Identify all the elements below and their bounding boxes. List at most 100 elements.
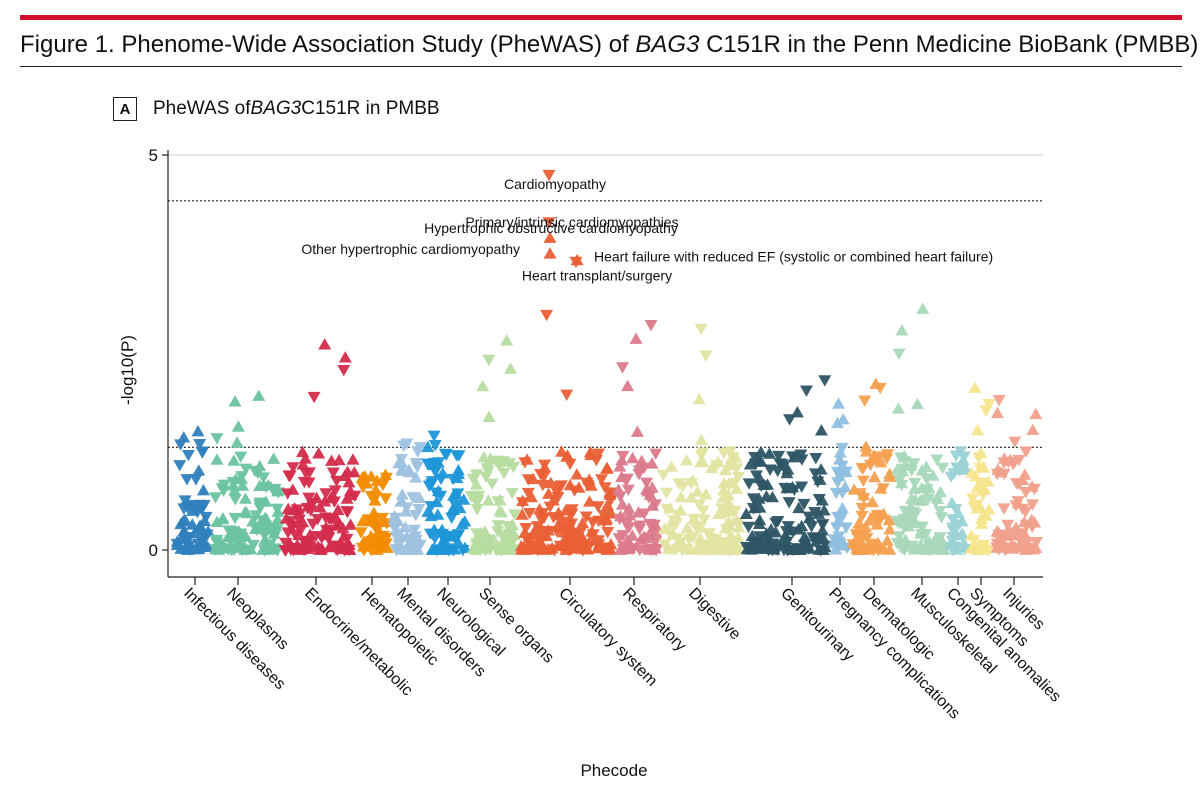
data-point — [493, 460, 507, 473]
data-point — [852, 516, 866, 529]
data-point — [694, 323, 708, 336]
data-point — [300, 502, 314, 515]
data-point — [832, 531, 846, 543]
data-point — [893, 474, 907, 487]
data-point — [516, 497, 530, 509]
data-point — [500, 334, 514, 346]
data-point — [726, 532, 740, 545]
data-point — [945, 545, 959, 557]
data-point — [296, 445, 310, 458]
data-point — [469, 537, 483, 550]
data-point — [809, 452, 823, 465]
data-point — [814, 424, 828, 436]
data-point — [883, 467, 897, 480]
data-point — [288, 529, 302, 541]
data-point — [221, 530, 235, 543]
data-point — [341, 465, 355, 477]
data-point — [591, 535, 605, 547]
data-point — [795, 454, 809, 466]
data-point — [409, 543, 423, 555]
data-point — [686, 532, 700, 544]
annotated-point — [569, 256, 583, 269]
data-point — [829, 543, 843, 555]
data-point — [246, 514, 260, 527]
data-point — [690, 542, 704, 554]
data-point — [622, 541, 636, 554]
data-point — [638, 531, 652, 543]
data-point — [834, 463, 848, 475]
data-point — [669, 540, 683, 553]
data-point — [298, 538, 312, 550]
data-point — [763, 464, 777, 476]
data-point — [967, 501, 981, 513]
data-point — [753, 501, 767, 513]
figure-title: Figure 1. Phenome-Wide Association Study… — [20, 29, 1198, 61]
data-point — [238, 505, 252, 517]
data-point — [694, 456, 708, 468]
x-tick-label: Digestive — [685, 585, 744, 644]
data-point — [897, 449, 911, 462]
data-point — [344, 518, 358, 530]
data-point — [550, 520, 564, 532]
data-point — [666, 528, 680, 540]
data-point — [493, 505, 507, 517]
data-point — [645, 457, 659, 469]
data-point — [379, 493, 393, 505]
data-point — [604, 543, 618, 555]
data-point — [658, 539, 672, 551]
data-point — [283, 537, 297, 550]
data-point — [216, 511, 230, 524]
data-point — [612, 483, 626, 495]
data-point — [1029, 407, 1043, 420]
data-point — [724, 446, 738, 458]
data-point — [971, 543, 985, 555]
data-point — [412, 504, 426, 516]
data-point — [337, 364, 351, 377]
data-point — [946, 514, 960, 526]
data-point — [955, 527, 969, 539]
data-point — [506, 461, 520, 474]
data-point — [719, 521, 733, 534]
data-point — [394, 529, 408, 541]
data-point — [520, 453, 534, 465]
data-point — [787, 451, 801, 463]
data-point — [771, 465, 785, 478]
data-point — [859, 440, 873, 452]
data-point — [481, 466, 495, 478]
data-point — [640, 477, 654, 489]
data-point — [633, 523, 647, 536]
data-point — [318, 495, 332, 507]
data-point — [379, 472, 393, 485]
data-point — [232, 541, 246, 553]
data-point — [691, 485, 705, 497]
data-point — [239, 542, 253, 554]
data-point — [752, 455, 766, 467]
data-point — [521, 487, 535, 500]
data-point — [576, 516, 590, 529]
annotation-label: Hypertrophic obstructive cardiomyopathy — [424, 220, 678, 236]
data-point — [210, 433, 224, 445]
data-point — [907, 543, 921, 555]
data-point — [407, 524, 421, 537]
data-point — [891, 402, 905, 414]
data-point — [271, 505, 285, 517]
data-point — [975, 460, 989, 472]
data-point — [691, 522, 705, 534]
data-point — [252, 389, 266, 401]
data-point — [217, 485, 231, 498]
data-point — [742, 478, 756, 490]
data-point — [818, 540, 832, 553]
data-point — [817, 504, 831, 516]
data-point — [762, 447, 776, 459]
data-point — [508, 528, 522, 541]
data-point — [310, 491, 324, 504]
data-point — [604, 487, 618, 499]
data-point — [721, 488, 735, 501]
data-point — [521, 537, 535, 549]
data-point — [286, 462, 300, 474]
data-point — [324, 513, 338, 526]
data-point — [560, 389, 574, 401]
data-point — [916, 302, 930, 314]
data-point — [563, 458, 577, 471]
data-point — [332, 453, 346, 466]
